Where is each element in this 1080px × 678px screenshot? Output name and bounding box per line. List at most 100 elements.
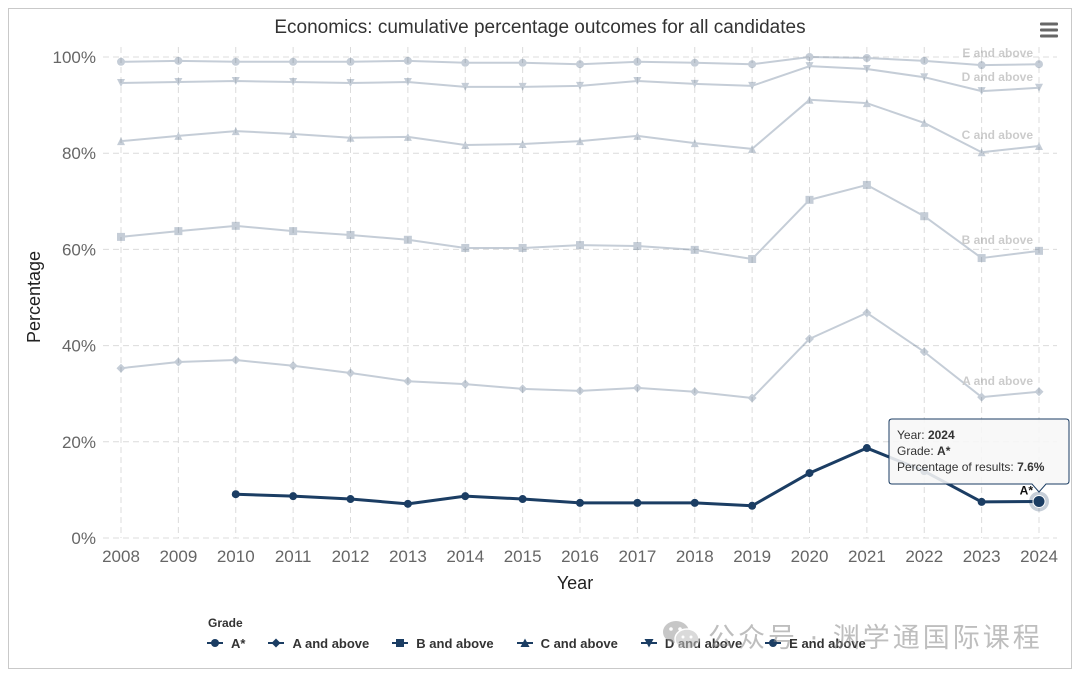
data-point-b-and-above-2021[interactable] (862, 180, 871, 189)
data-point-a-and-above-2020[interactable] (805, 334, 814, 344)
data-point-a-star-2012[interactable] (346, 495, 355, 504)
data-point-d-and-above-2014[interactable] (461, 82, 470, 91)
data-point-a-star-2024[interactable] (1032, 494, 1046, 508)
data-point-a-star-2023[interactable] (977, 497, 986, 506)
data-point-a-and-above-2008[interactable] (116, 363, 126, 373)
data-point-a-and-above-2018[interactable] (690, 387, 700, 397)
data-point-c-and-above-2021[interactable] (862, 99, 871, 108)
data-point-d-and-above-2020[interactable] (805, 62, 814, 71)
data-point-b-and-above-2019[interactable] (748, 255, 757, 264)
data-point-d-and-above-2011[interactable] (289, 78, 298, 87)
data-point-a-and-above-2010[interactable] (231, 355, 241, 365)
series-line-e-and-above[interactable] (120, 56, 1040, 67)
data-point-b-and-above-2024[interactable] (1035, 246, 1043, 255)
data-point-d-and-above-2016[interactable] (576, 81, 584, 90)
data-point-a-and-above-2019[interactable] (747, 393, 757, 403)
data-point-c-and-above-2012[interactable] (346, 133, 355, 142)
data-point-e-and-above-2023[interactable] (977, 61, 986, 70)
data-point-a-and-above-2022[interactable] (919, 347, 929, 357)
data-point-b-and-above-2013[interactable] (403, 235, 412, 244)
data-point-c-and-above-2016[interactable] (576, 137, 584, 146)
data-point-c-and-above-2013[interactable] (403, 132, 412, 141)
data-point-a-and-above-2013[interactable] (403, 376, 413, 386)
data-point-b-and-above-2017[interactable] (633, 242, 642, 251)
data-point-c-and-above-2010[interactable] (231, 127, 240, 136)
legend-item-e-and-above[interactable]: E and above (765, 636, 866, 651)
data-point-e-and-above-2014[interactable] (461, 58, 470, 67)
data-point-b-and-above-2018[interactable] (690, 245, 699, 254)
data-point-c-and-above-2014[interactable] (461, 141, 470, 150)
data-point-a-star-2020[interactable] (805, 469, 814, 478)
data-point-e-and-above-2018[interactable] (690, 58, 699, 67)
data-point-d-and-above-2015[interactable] (518, 82, 527, 91)
data-point-e-and-above-2013[interactable] (403, 56, 412, 65)
data-point-a-and-above-2012[interactable] (346, 368, 355, 378)
data-point-e-and-above-2011[interactable] (289, 57, 298, 66)
series-line-a-and-above[interactable] (120, 311, 1040, 400)
data-point-a-and-above-2015[interactable] (518, 384, 528, 394)
data-point-e-and-above-2010[interactable] (231, 57, 240, 66)
data-point-e-and-above-2021[interactable] (862, 53, 871, 62)
data-point-a-and-above-2016[interactable] (575, 386, 585, 396)
data-point-e-and-above-2015[interactable] (518, 58, 527, 67)
data-point-a-and-above-2009[interactable] (173, 357, 183, 367)
data-point-e-and-above-2008[interactable] (117, 57, 125, 66)
data-point-a-star-2018[interactable] (690, 498, 699, 507)
data-point-a-star-2016[interactable] (576, 498, 584, 507)
data-point-c-and-above-2020[interactable] (805, 95, 814, 104)
data-point-a-and-above-2021[interactable] (862, 308, 872, 318)
data-point-e-and-above-2017[interactable] (633, 57, 642, 66)
data-point-a-star-2015[interactable] (518, 495, 527, 504)
data-point-a-star-2021[interactable] (862, 444, 871, 453)
data-point-d-and-above-2021[interactable] (862, 65, 871, 74)
data-point-a-and-above-2024[interactable] (1034, 387, 1044, 397)
legend-item-d-and-above[interactable]: D and above (640, 636, 742, 651)
chart-menu-button[interactable] (1039, 21, 1059, 39)
data-point-a-star-2010[interactable] (231, 490, 240, 499)
data-point-e-and-above-2024[interactable] (1035, 60, 1043, 69)
series-line-b-and-above[interactable] (120, 183, 1040, 261)
legend-item-a-and-above[interactable]: A and above (268, 636, 369, 651)
data-point-d-and-above-2010[interactable] (231, 77, 240, 86)
legend-item-b-and-above[interactable]: B and above (392, 636, 494, 651)
data-point-a-and-above-2023[interactable] (977, 392, 987, 402)
data-point-b-and-above-2023[interactable] (977, 254, 986, 263)
data-point-c-and-above-2023[interactable] (977, 148, 986, 157)
data-point-d-and-above-2008[interactable] (117, 78, 125, 87)
legend-item-a-star[interactable]: A* (207, 636, 245, 651)
data-point-a-star-2019[interactable] (748, 501, 757, 510)
series-line-c-and-above[interactable] (120, 98, 1040, 154)
data-point-b-and-above-2014[interactable] (461, 243, 470, 252)
data-point-b-and-above-2009[interactable] (174, 227, 183, 236)
data-point-d-and-above-2013[interactable] (403, 78, 412, 87)
data-point-a-star-2013[interactable] (403, 499, 412, 508)
data-point-b-and-above-2020[interactable] (805, 195, 814, 204)
data-point-b-and-above-2016[interactable] (576, 241, 584, 250)
data-point-d-and-above-2012[interactable] (346, 78, 355, 87)
data-point-e-and-above-2022[interactable] (920, 56, 929, 65)
data-point-e-and-above-2016[interactable] (576, 60, 584, 69)
data-point-a-and-above-2011[interactable] (288, 361, 298, 371)
data-point-c-and-above-2017[interactable] (633, 131, 642, 140)
data-point-d-and-above-2017[interactable] (633, 77, 642, 86)
data-point-c-and-above-2019[interactable] (748, 144, 757, 153)
data-point-b-and-above-2010[interactable] (231, 221, 240, 230)
data-point-a-and-above-2014[interactable] (460, 379, 470, 389)
data-point-c-and-above-2015[interactable] (518, 140, 527, 149)
data-point-d-and-above-2023[interactable] (977, 87, 986, 96)
data-point-b-and-above-2022[interactable] (920, 212, 929, 221)
data-point-a-star-2017[interactable] (633, 498, 642, 507)
data-point-a-star-2011[interactable] (289, 492, 298, 501)
data-point-d-and-above-2019[interactable] (748, 81, 757, 90)
data-point-c-and-above-2024[interactable] (1035, 141, 1043, 150)
data-point-c-and-above-2018[interactable] (690, 139, 699, 148)
data-point-e-and-above-2019[interactable] (748, 60, 757, 69)
data-point-c-and-above-2009[interactable] (174, 131, 183, 140)
data-point-b-and-above-2015[interactable] (518, 243, 527, 252)
legend-item-c-and-above[interactable]: C and above (516, 636, 618, 651)
data-point-b-and-above-2008[interactable] (117, 232, 125, 241)
data-point-e-and-above-2009[interactable] (174, 56, 183, 65)
data-point-d-and-above-2024[interactable] (1035, 83, 1043, 92)
data-point-c-and-above-2022[interactable] (920, 118, 929, 127)
data-point-d-and-above-2022[interactable] (920, 73, 929, 82)
